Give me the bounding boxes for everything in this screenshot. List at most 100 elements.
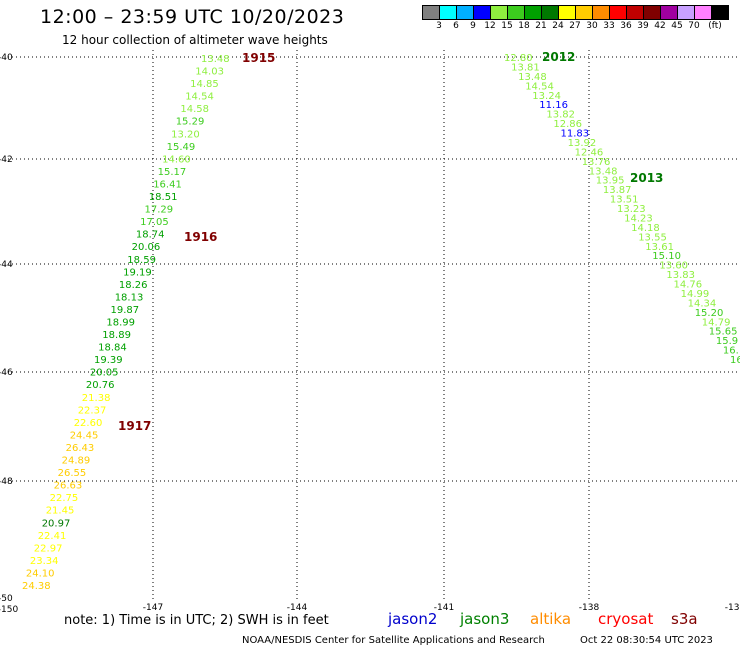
wave-height-value: 14.60 [162, 154, 191, 165]
wave-height-value: 14.99 [681, 289, 710, 300]
wave-height-value: 15.17 [158, 167, 187, 178]
wave-height-value: 26.43 [66, 443, 95, 454]
lon-tick-label: -141 [434, 603, 454, 613]
wave-height-value: 23.34 [30, 556, 59, 567]
wave-height-value: 13.24 [532, 91, 561, 102]
wave-height-value: 14.34 [688, 298, 717, 309]
legend-tick-label: 39 [637, 21, 649, 31]
wave-height-value: 12.46 [575, 147, 604, 158]
legend-tick-label: 27 [569, 21, 581, 31]
wave-height-value: 13.83 [666, 270, 695, 281]
wave-height-value: 18.26 [119, 280, 148, 291]
wave-height-value: 19.19 [123, 267, 152, 278]
wave-height-value: 13.60 [659, 261, 688, 272]
wave-height-value: 22.60 [74, 418, 103, 429]
page-title: 12:00 – 23:59 UTC 10/20/2023 [40, 6, 345, 28]
wave-height-value: 15.10 [652, 251, 681, 262]
wave-height-value: 24.45 [70, 430, 99, 441]
wave-height-value: 18.89 [102, 330, 131, 341]
wave-height-value: 13.48 [518, 72, 547, 83]
legend-tick-label: 3 [436, 21, 442, 31]
wave-height-value: 15.49 [167, 142, 196, 153]
wave-height-value: 15.29 [176, 117, 205, 128]
lon-tick-label: -138 [579, 603, 600, 613]
legend-tick-label: (ft) [708, 21, 722, 31]
legend-swatch [711, 5, 729, 20]
wave-height-value: 13.61 [645, 242, 674, 253]
wave-height-value: 14.18 [631, 223, 660, 234]
wave-height-value: 19.87 [111, 305, 140, 316]
wave-height-value: 19.39 [94, 355, 123, 366]
wave-height-value: 14.76 [674, 280, 703, 291]
wave-height-value: 14.23 [624, 213, 653, 224]
wave-height-value: 15.20 [695, 308, 724, 319]
lon-tick-label: -144 [287, 603, 308, 613]
satellite-jason2: jason2 [388, 610, 438, 628]
lat-tick-label: -40 [0, 53, 13, 63]
lat-tick-label: -46 [0, 368, 13, 378]
color-legend: 3 6 9 12 15 18 21 24 27 30 33 36 39 42 45 70 (ft) [422, 5, 730, 35]
legend-tick-label: 30 [586, 21, 598, 31]
page-subtitle: 12 hour collection of altimeter wave hei… [62, 33, 328, 47]
legend-tick-label: 6 [453, 21, 459, 31]
wave-height-value: 24.10 [26, 569, 55, 580]
wave-height-value: 14.58 [180, 104, 209, 115]
wave-height-value: 13.87 [603, 185, 632, 196]
lat-tick-label: -44 [0, 260, 13, 270]
wave-height-value: 26.55 [58, 468, 87, 479]
wave-height-value: 12.80 [504, 53, 533, 64]
wave-height-value: 21.38 [82, 393, 111, 404]
wave-height-value: 17.05 [140, 217, 169, 228]
wave-height-value: 18.13 [115, 292, 144, 303]
wave-height-value: 18.51 [149, 192, 178, 203]
east-track: 12.8013.8113.4814.5413.2411.1613.8212.86… [504, 53, 740, 366]
legend-tick-label: 18 [518, 21, 530, 31]
time-mark: 2013 [630, 171, 663, 185]
wave-height-value: 14.85 [190, 79, 219, 90]
footer-note: note: 1) Time is in UTC; 2) SWH is in fe… [64, 613, 329, 628]
legend-tick-label: 21 [535, 21, 547, 31]
wave-height-value: 21.45 [46, 506, 75, 517]
wave-height-value: 18.59 [127, 255, 156, 266]
wave-height-value: 11.83 [561, 129, 590, 140]
time-mark: 2012 [542, 50, 575, 64]
wave-height-value: 20.97 [42, 518, 71, 529]
wave-height-value: 18.74 [136, 230, 165, 241]
wave-height-value: 14.54 [525, 81, 554, 92]
wave-height-value: 15.9 [716, 336, 738, 347]
wave-height-value: 12.86 [553, 119, 582, 130]
wave-height-value: 13.95 [596, 176, 625, 187]
time-mark: 1915 [242, 51, 275, 65]
wave-height-value: 17.29 [145, 205, 174, 216]
lat-tick-label: -42 [0, 155, 13, 165]
axis-labels: -40 -42 -44 -46 -48 -50-150 -147 -144 -141 -138 -1… [0, 53, 740, 615]
wave-height-value: 26.63 [54, 481, 83, 492]
wave-height-value: 14.54 [185, 92, 214, 103]
wave-height-value: 18.99 [106, 318, 135, 329]
wave-height-value: 13.76 [582, 157, 611, 168]
legend-tick-label: 12 [484, 21, 496, 31]
wave-height-value: 14.79 [702, 317, 731, 328]
lat-tick-label: -48 [0, 477, 13, 487]
wave-height-value: 13.48 [589, 166, 618, 177]
lat-tick-label: -50 [0, 594, 13, 604]
wave-height-value: 15.65 [709, 327, 738, 338]
wave-height-value: 24.38 [22, 581, 51, 592]
legend-tick-label: 33 [603, 21, 615, 31]
lon-tick-label: -150 [0, 605, 18, 615]
lon-tick-label: -135 [725, 603, 740, 613]
wave-height-value: 16.41 [153, 180, 182, 191]
wave-height-value: 13.82 [546, 110, 575, 121]
wave-height-value: 11.16 [539, 100, 568, 111]
legend-tick-label: 24 [552, 21, 564, 31]
wave-height-value: 20.76 [86, 380, 115, 391]
time-mark: 1917 [118, 419, 151, 433]
wave-height-value: 20.05 [90, 368, 119, 379]
wave-height-value: 13.20 [171, 129, 200, 140]
lon-tick-label: -147 [143, 603, 163, 613]
wave-height-value: 14.03 [195, 67, 224, 78]
satellite-altika: altika [530, 610, 572, 628]
wave-height-value: 16. [723, 346, 739, 357]
